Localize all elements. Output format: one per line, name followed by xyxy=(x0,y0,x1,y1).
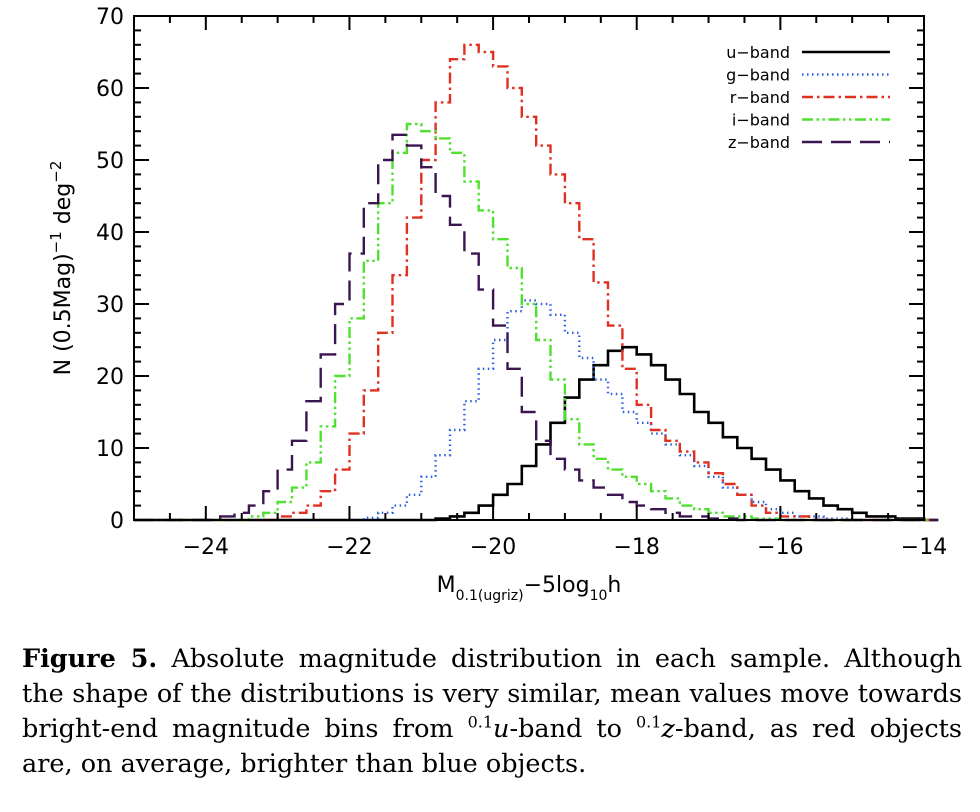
y-tick-label: 70 xyxy=(96,5,124,30)
x-axis-label-mid: −5log xyxy=(524,573,590,598)
series-line-r-band xyxy=(134,43,939,522)
x-axis-label-subscript: 0.1(ugriz) xyxy=(456,588,524,604)
x-tick-label: −24 xyxy=(183,535,229,560)
y-axis-label-main: N (0.5Mag) xyxy=(51,253,76,375)
plot-frame xyxy=(133,15,925,521)
y-tick-label: 40 xyxy=(96,221,124,246)
legend-entry-r-band: r−band xyxy=(730,88,890,107)
series-line-u-band xyxy=(134,345,939,522)
y-tick-label: 60 xyxy=(96,77,124,102)
caption-text-3: -band, as red objects are, on average, b… xyxy=(22,714,962,779)
series-line-z-band xyxy=(134,133,939,522)
y-tick-label: 10 xyxy=(96,437,124,462)
series-line-i-band xyxy=(134,122,939,522)
x-tick-label: −16 xyxy=(757,535,803,560)
caption-band-u: u xyxy=(493,714,510,744)
legend-label: i−band xyxy=(732,111,790,130)
legend-label: z−band xyxy=(728,133,790,152)
y-tick-label: 30 xyxy=(96,293,124,318)
series-layer xyxy=(134,43,939,522)
legend-entry-i-band: i−band xyxy=(732,111,890,130)
figure-caption: Figure 5. Absolute magnitude distributio… xyxy=(22,642,962,782)
tick-layer: −24 −22 −20 −18 −16 −14 0 10 20 30 40 50 60 70 xyxy=(96,5,947,560)
legend-entry-u-band: u−band xyxy=(726,43,890,62)
x-axis-label-end: h xyxy=(607,573,621,598)
legend-label: g−band xyxy=(726,66,790,85)
y-axis-label-superscript-2: −2 xyxy=(47,161,65,183)
series-line-g-band xyxy=(134,299,867,522)
legend-entry-g-band: g−band xyxy=(726,66,890,85)
x-tick-label: −14 xyxy=(901,535,947,560)
legend-label: u−band xyxy=(726,43,790,62)
caption-band-z: z xyxy=(661,714,675,744)
x-axis-label-main: M xyxy=(437,573,456,598)
histogram-chart: −24 −22 −20 −18 −16 −14 0 10 20 30 40 50 60 70 u−band… xyxy=(47,5,947,604)
caption-label: Figure 5. xyxy=(22,644,158,674)
y-axis-label-mid: deg xyxy=(51,183,76,231)
y-tick-label: 0 xyxy=(110,509,124,534)
x-tick-label: −22 xyxy=(326,535,372,560)
y-tick-label: 50 xyxy=(96,149,124,174)
caption-text-1: Absolute magnitude distribution in each … xyxy=(22,644,962,744)
x-axis-label: M0.1(ugriz)−5log10h xyxy=(437,573,622,604)
caption-text-2: -band to xyxy=(509,714,636,744)
x-tick-label: −18 xyxy=(614,535,660,560)
x-tick-label: −20 xyxy=(470,535,516,560)
y-axis-label: N (0.5Mag)−1 deg−2 xyxy=(47,161,76,376)
y-axis-label-superscript: −1 xyxy=(47,231,65,253)
legend: u−band g−band r−band i−band z−band xyxy=(726,43,890,152)
legend-label: r−band xyxy=(730,88,790,107)
legend-entry-z-band: z−band xyxy=(728,133,890,152)
y-tick-label: 20 xyxy=(96,365,124,390)
x-axis-label-subscript-2: 10 xyxy=(590,588,608,604)
caption-superscript-1: 0.1 xyxy=(467,712,494,732)
caption-superscript-2: 0.1 xyxy=(635,712,662,732)
